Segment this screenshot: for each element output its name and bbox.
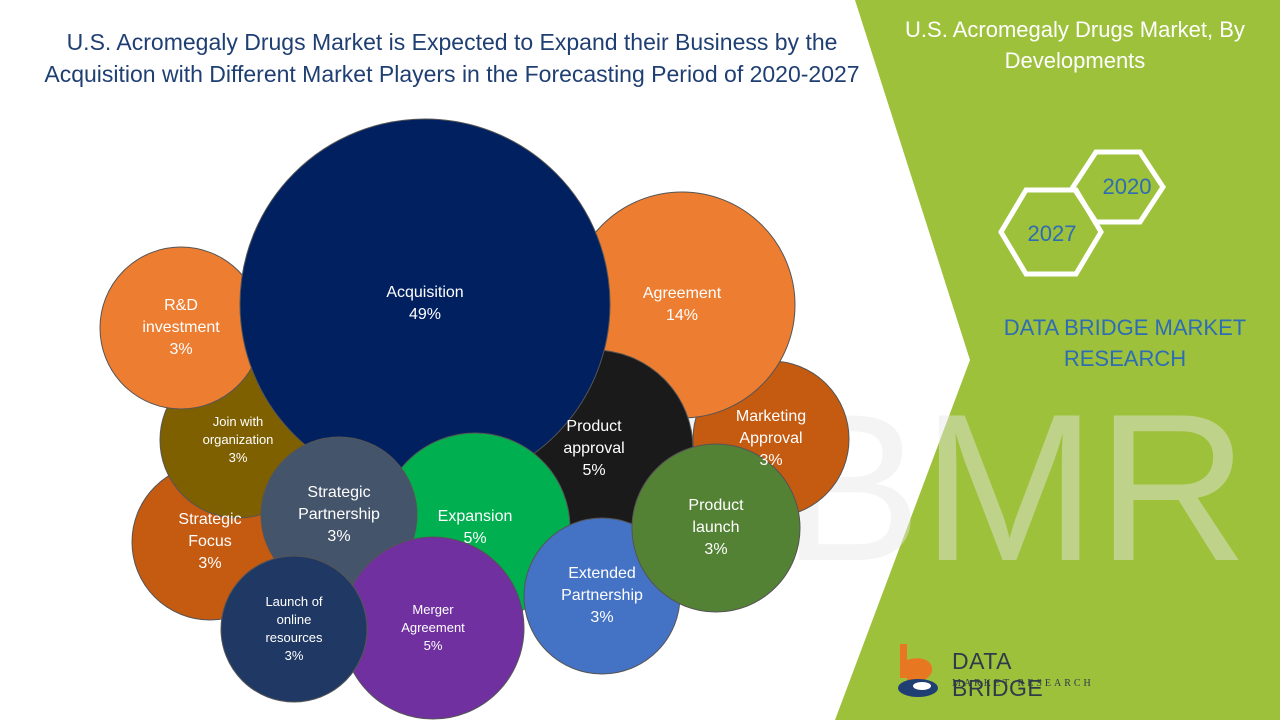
side-title: U.S. Acromegaly Drugs Market, By Develop…: [905, 17, 1245, 73]
bubble-product-launch: [631, 443, 801, 613]
bubble-acquisition: [239, 118, 611, 490]
logo-name: DATA BRIDGE: [952, 648, 1044, 701]
green-side-panel: [835, 0, 1280, 720]
logo-mark-icon: [898, 644, 938, 697]
hexagon-2027-icon: [998, 187, 1104, 277]
chart-title: U.S. Acromegaly Drugs Market is Expected…: [44, 29, 860, 87]
company-logo: DATA BRIDGE MARKET RESEARCH: [892, 640, 1102, 710]
brand-block: DATA BRIDGE MARKET RESEARCH: [1003, 315, 1247, 371]
logo-subtitle: MARKET RESEARCH: [952, 678, 1094, 689]
bubble-rd-investment: [99, 246, 263, 410]
year-end: 2027: [1028, 221, 1077, 246]
bubble-merger-agreement: [341, 536, 525, 720]
bubble-chart: [99, 118, 850, 720]
hexagon-2020-icon: [1070, 149, 1166, 225]
year-start: 2020: [1103, 174, 1152, 199]
bubble-launch-of-online-resources: [220, 555, 368, 703]
